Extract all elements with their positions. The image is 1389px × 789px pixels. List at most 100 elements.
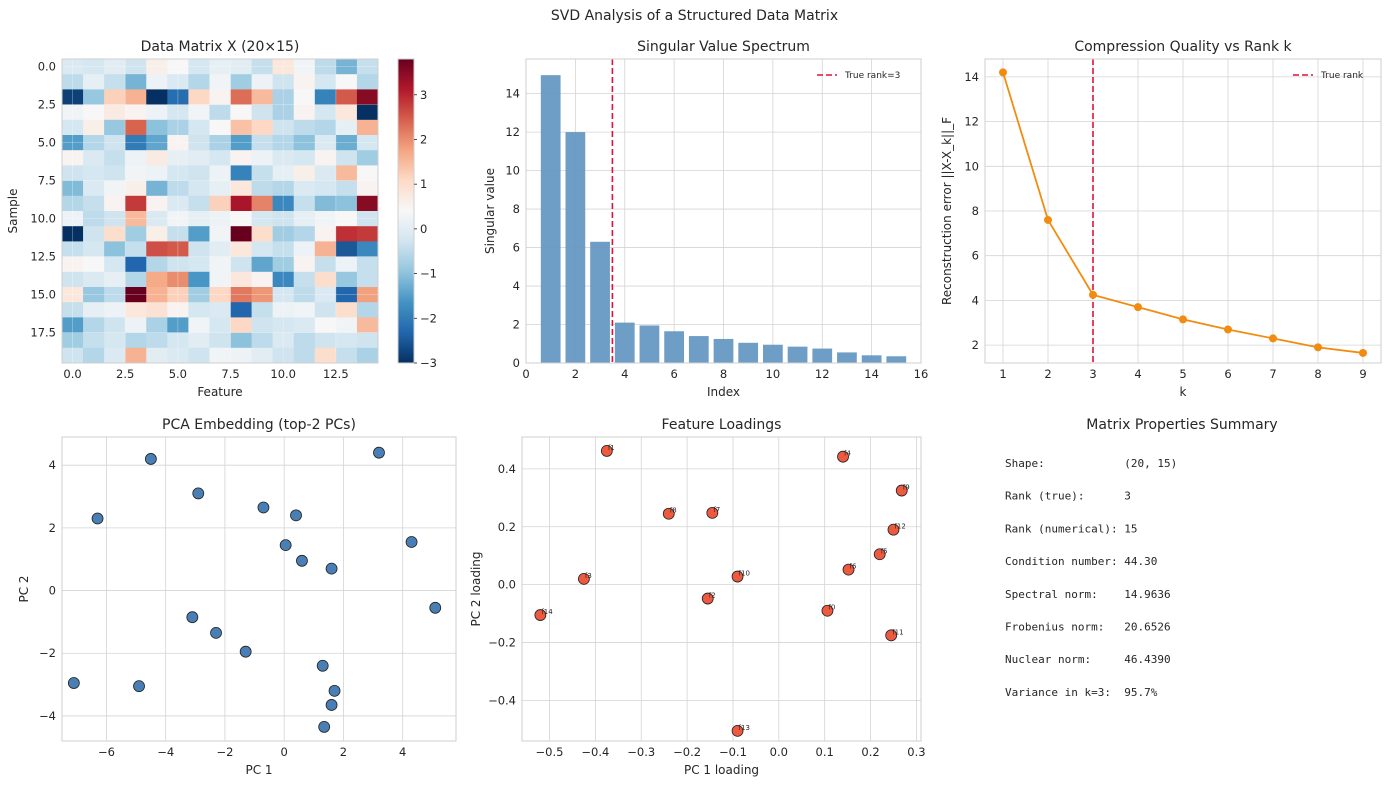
- heatmap-cell: [83, 302, 105, 318]
- spectrum-ytick-label: 0: [513, 356, 520, 370]
- heatmap-cell: [251, 287, 274, 303]
- heatmap-cell: [356, 59, 379, 75]
- heatmap-ytick-label: 5.0: [38, 136, 56, 150]
- heatmap-cell: [230, 74, 252, 90]
- heatmap-cell: [125, 271, 147, 288]
- heatmap-cell: [146, 332, 168, 349]
- spectrum-xtick-label: 10: [766, 367, 781, 381]
- heatmap-cell: [209, 59, 231, 75]
- heatmap-cell: [272, 104, 295, 121]
- heatmap-cell: [335, 271, 358, 288]
- loading-point-label: f3: [585, 572, 592, 580]
- heatmap-cell: [83, 165, 105, 181]
- heatmap-cell: [314, 119, 337, 136]
- pca-xtick-label: −4: [157, 745, 174, 759]
- heatmap-cell: [125, 241, 147, 257]
- loading-point: [837, 450, 849, 463]
- heatmap-cell: [272, 302, 295, 318]
- spectrum-bar: [738, 342, 759, 363]
- pca-ylabel: PC 2: [17, 575, 31, 602]
- spectrum-xtick-label: 0: [522, 367, 529, 381]
- spectrum-bar: [565, 132, 586, 363]
- heatmap-cell: [251, 74, 274, 90]
- heatmap-cell: [188, 256, 210, 273]
- heatmap-cell: [314, 104, 337, 121]
- heatmap-cell: [146, 226, 168, 242]
- loadings-xtick-label: 0.2: [861, 745, 879, 759]
- spectrum-bar: [664, 331, 684, 363]
- pca-point: [318, 720, 331, 733]
- heatmap-cell: [314, 211, 337, 227]
- colorbar-tick-label: −3: [420, 356, 437, 370]
- heatmap-cell: [167, 59, 189, 75]
- spectrum-bar: [713, 338, 734, 363]
- heatmap-cell: [62, 226, 84, 242]
- loading-point: [706, 506, 719, 519]
- heatmap-cell: [314, 332, 337, 349]
- error-point: [1269, 334, 1277, 343]
- heatmap-ytick-label: 17.5: [30, 326, 56, 340]
- heatmap-cell: [314, 287, 337, 303]
- heatmap-cell: [209, 256, 231, 273]
- heatmap-cell: [125, 135, 147, 151]
- spectrum-bar: [787, 346, 808, 363]
- loading-point-label: f0: [828, 604, 835, 612]
- heatmap-xtick-label: 5.0: [169, 367, 187, 381]
- heatmap-cell: [146, 317, 168, 333]
- heatmap-cell: [104, 195, 126, 212]
- heatmap-cell: [314, 347, 337, 364]
- heatmap-cell: [230, 226, 252, 242]
- heatmap-cell: [188, 287, 210, 303]
- heatmap-cell: [188, 347, 210, 364]
- heatmap-cell: [293, 195, 316, 212]
- spectrum-bar: [639, 325, 660, 363]
- heatmap-cell: [314, 241, 337, 257]
- spectrum-xtick-label: 16: [914, 367, 929, 381]
- summary-line: Frobenius norm: 20.6526: [1005, 621, 1171, 634]
- heatmap-cell: [83, 332, 105, 349]
- pca-point: [325, 562, 338, 575]
- heatmap-cell: [188, 165, 210, 181]
- pca-point: [279, 539, 292, 552]
- heatmap-cell: [293, 302, 316, 318]
- heatmap-cell: [167, 74, 189, 90]
- heatmap-cell: [272, 150, 295, 166]
- spectrum-ytick-label: 4: [513, 279, 520, 293]
- heatmap-cell: [125, 211, 147, 227]
- heatmap-cell: [209, 226, 231, 242]
- spectrum-ytick-label: 12: [505, 125, 520, 139]
- heatmap-cell: [188, 317, 210, 333]
- heatmap-cell: [146, 74, 168, 90]
- heatmap-cell: [251, 211, 274, 227]
- heatmap-xtick-label: 12.5: [323, 367, 349, 381]
- heatmap-cell: [209, 347, 231, 364]
- heatmap-cell: [335, 135, 358, 151]
- heatmap-cell: [83, 150, 105, 166]
- pca-point: [373, 446, 385, 459]
- loadings-ytick-label: 0.2: [498, 520, 516, 534]
- heatmap-xlabel: Feature: [197, 385, 242, 399]
- compression-xtick-label: 1: [999, 367, 1006, 381]
- heatmap-cell: [356, 165, 379, 181]
- heatmap-cell: [209, 180, 231, 197]
- heatmap-cell: [251, 271, 274, 288]
- heatmap-title: Data Matrix X (20×15): [141, 39, 300, 55]
- colorbar-tick-label: −2: [420, 311, 437, 325]
- heatmap-cell: [104, 317, 126, 333]
- heatmap-cell: [125, 332, 147, 349]
- heatmap-cell: [83, 241, 105, 257]
- loadings-title: Feature Loadings: [662, 417, 782, 433]
- heatmap-cell: [356, 74, 379, 90]
- spectrum-ytick-label: 10: [505, 164, 520, 178]
- heatmap-cell: [62, 256, 84, 273]
- heatmap-cell: [356, 332, 379, 349]
- heatmap-cell: [293, 347, 316, 364]
- heatmap-cell: [167, 332, 189, 349]
- heatmap-cell: [104, 226, 126, 242]
- pca-ytick-label: −4: [39, 709, 56, 723]
- loadings-panel: −0.5 −0.4 −0.3 −0.2 −0.1 0.0 0.1 0.2 0.3 −0.4 −0.2…: [469, 417, 926, 777]
- colorbar-tick-label: 2: [420, 132, 427, 146]
- loading-point-label: f4: [844, 450, 851, 458]
- loadings-ytick-label: −0.4: [488, 693, 516, 707]
- compression-ytick-label: 6: [972, 249, 979, 263]
